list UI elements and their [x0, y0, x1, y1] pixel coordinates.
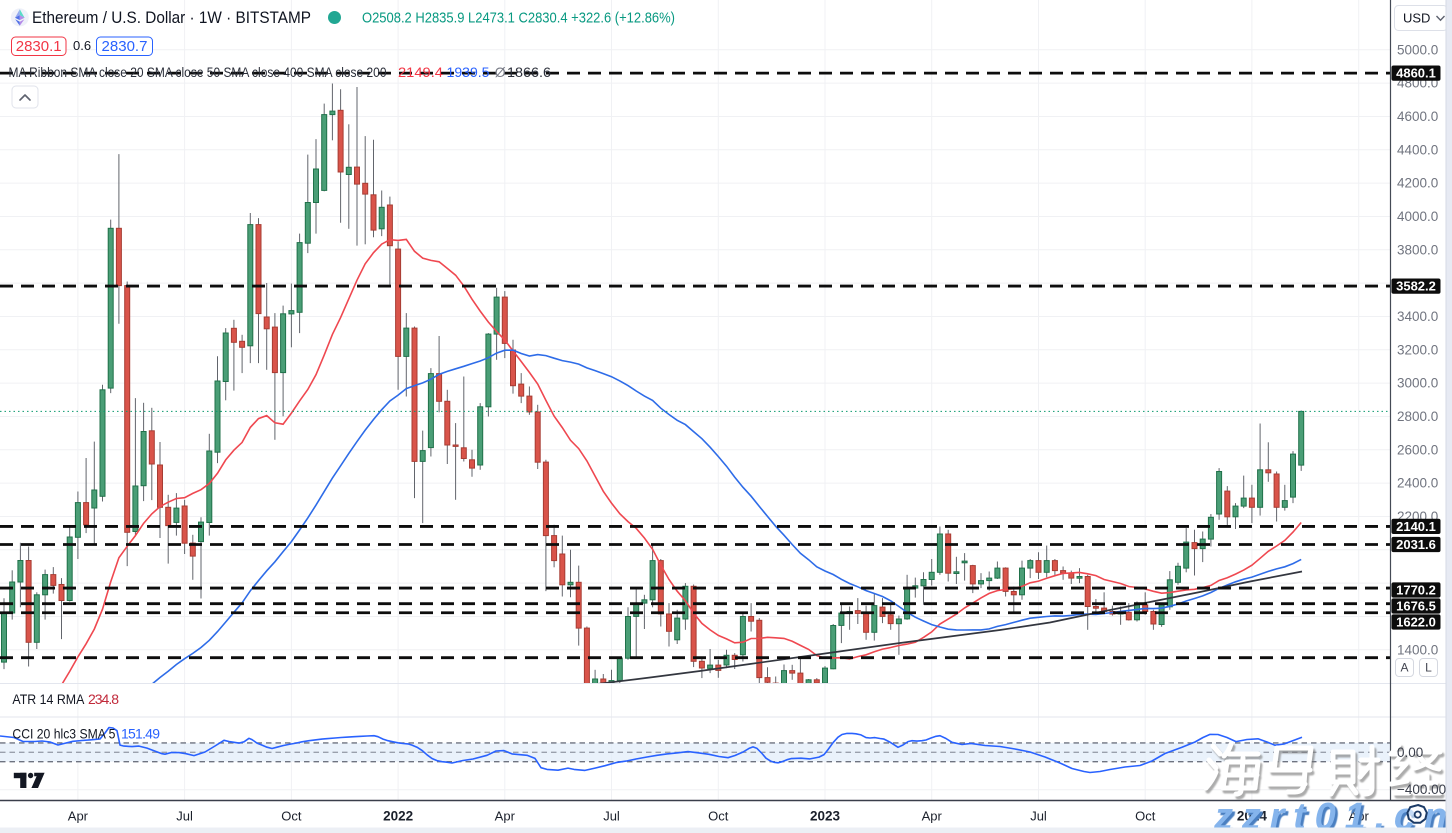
svg-text:4200.0: 4200.0 — [1397, 176, 1438, 191]
svg-text:A: A — [1400, 661, 1408, 675]
svg-text:CCI 20 hlc3 SMA 5: CCI 20 hlc3 SMA 5 — [12, 726, 115, 742]
svg-text:3000.0: 3000.0 — [1397, 376, 1438, 391]
svg-text:2023: 2023 — [810, 809, 841, 824]
svg-text:−400.00: −400.00 — [1397, 782, 1446, 797]
svg-text:3400.0: 3400.0 — [1397, 309, 1438, 324]
svg-text:3200.0: 3200.0 — [1397, 342, 1438, 357]
svg-text:2022: 2022 — [383, 809, 413, 824]
svg-text:1622.0: 1622.0 — [1396, 615, 1436, 630]
svg-text:2400.0: 2400.0 — [1397, 476, 1438, 491]
svg-text:Ethereum / U.S. Dollar · 1W ·: Ethereum / U.S. Dollar · 1W · BITSTAMP — [32, 8, 311, 27]
svg-text:2600.0: 2600.0 — [1397, 442, 1438, 457]
svg-text:4600.0: 4600.0 — [1397, 109, 1438, 124]
svg-text:O2508.2 H2835.9 L2473.1 C2830.: O2508.2 H2835.9 L2473.1 C2830.4 +322.6 (… — [362, 10, 675, 27]
svg-text:Jul: Jul — [176, 809, 193, 824]
svg-text:2830.1: 2830.1 — [16, 38, 62, 55]
svg-text:4860.1: 4860.1 — [1396, 66, 1436, 81]
svg-text:2830.7: 2830.7 — [102, 38, 148, 55]
svg-text:4400.0: 4400.0 — [1397, 142, 1438, 157]
svg-text:1400.0: 1400.0 — [1397, 642, 1438, 657]
svg-text:2031.6: 2031.6 — [1396, 537, 1436, 552]
svg-text:Jul: Jul — [1030, 809, 1047, 824]
svg-text:Oct: Oct — [281, 809, 302, 824]
svg-text:Ø: Ø — [495, 64, 506, 80]
svg-text:3800.0: 3800.0 — [1397, 242, 1438, 257]
svg-text:3582.2: 3582.2 — [1396, 279, 1436, 294]
svg-text:4000.0: 4000.0 — [1397, 209, 1438, 224]
svg-text:Apr: Apr — [68, 809, 89, 824]
svg-text:2149.4: 2149.4 — [398, 64, 443, 80]
svg-text:1770.2: 1770.2 — [1396, 583, 1436, 598]
svg-text:5000.0: 5000.0 — [1397, 42, 1438, 57]
svg-text:1866.6: 1866.6 — [507, 64, 551, 80]
svg-text:2800.0: 2800.0 — [1397, 409, 1438, 424]
svg-text:1676.5: 1676.5 — [1396, 599, 1436, 614]
svg-text:Apr: Apr — [1349, 809, 1370, 824]
svg-text:L: L — [1425, 661, 1432, 675]
svg-text:2140.1: 2140.1 — [1396, 519, 1436, 534]
svg-text:234.8: 234.8 — [88, 691, 119, 707]
svg-text:Oct: Oct — [708, 809, 729, 824]
svg-text:Jul: Jul — [603, 809, 620, 824]
svg-text:1939.5: 1939.5 — [447, 64, 490, 80]
svg-text:Apr: Apr — [495, 809, 516, 824]
svg-text:ATR 14 RMA: ATR 14 RMA — [12, 691, 85, 707]
svg-text:Oct: Oct — [1135, 809, 1156, 824]
svg-text:151.49: 151.49 — [121, 726, 160, 742]
svg-text:MA Ribbon SMA close 20 SMA clo: MA Ribbon SMA close 20 SMA close 50 SMA … — [9, 64, 387, 80]
svg-text:0.6: 0.6 — [73, 38, 91, 53]
svg-text:0.00: 0.00 — [1397, 745, 1423, 760]
svg-text:Apr: Apr — [922, 809, 943, 824]
svg-text:2024: 2024 — [1237, 809, 1268, 824]
svg-text:USD: USD — [1403, 11, 1430, 26]
